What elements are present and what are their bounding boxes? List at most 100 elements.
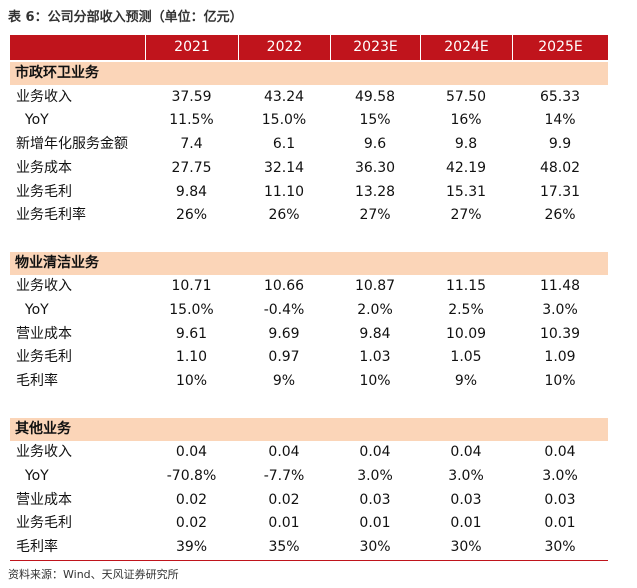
cell-value: 1.03 [359,349,391,366]
cell-value: 15.0% [261,112,307,129]
row-label: 营业成本 [16,325,72,342]
cell-value: 0.04 [544,444,576,461]
cell-value: 9.84 [175,183,208,200]
cell-value: 10.09 [445,325,487,342]
cell-value: 0.02 [175,515,208,532]
cell-value: 0.04 [175,444,208,461]
cell-value: 11.48 [539,278,581,295]
column-header: 2023E [330,35,420,60]
row-label: 业务成本 [16,159,72,176]
cell-value: 9.6 [363,136,387,153]
cell-value: 10% [544,373,576,390]
cell-value: 0.03 [359,491,391,508]
cell-value: 26% [175,207,208,224]
cell-value: 0.01 [450,515,482,532]
cell-value: 15.31 [445,183,487,200]
cell-value: 0.04 [359,444,391,461]
cell-value: 42.19 [445,159,487,176]
cell-value: 9.84 [359,325,391,342]
cell-value: 10% [359,373,391,390]
column-header: 2024E [420,35,512,60]
cell-value: 0.01 [268,515,300,532]
cell-value: 27.75 [171,159,212,176]
cell-value: 0.04 [450,444,482,461]
cell-value: 26% [268,207,300,224]
source-note: 资料来源：Wind、天风证券研究所 [8,568,179,581]
cell-value: 48.02 [539,159,581,176]
cell-value: 9.61 [175,325,208,342]
cell-value: 16% [450,112,482,129]
cell-value: 11.5% [169,112,214,129]
cell-value: 32.14 [263,159,305,176]
cell-value: 0.02 [175,491,208,508]
cell-value: 9% [454,373,478,390]
cell-value: 15% [359,112,391,129]
header-row: 2021 2022 2023E 2024E 2025E [10,35,608,60]
cell-value: 3.0% [448,467,484,484]
cell-value: 39% [175,539,208,555]
cell-value: 9.8 [454,136,478,153]
cell-value: 49.58 [354,88,396,105]
row-label: 业务毛利 [16,349,72,366]
cell-value: 7.4 [180,136,203,153]
cell-value: 57.50 [445,88,487,105]
cell-value: 0.97 [268,349,300,366]
cell-value: -70.8% [166,467,217,484]
cell-value: 30% [450,539,482,555]
cell-value: 11.15 [445,278,487,295]
section-header: 物业清洁业务 [10,251,608,275]
cell-value: 1.09 [544,349,576,366]
cell-value: 0.03 [450,491,482,508]
row-label: YoY [16,302,49,318]
row-label: YoY [16,467,49,484]
cell-value: -7.7% [263,467,305,484]
cell-value: 0.01 [359,515,391,532]
cell-value: 2.5% [448,302,484,318]
cell-value: 26% [544,207,576,224]
table-title: 表 6：公司分部收入预测（单位：亿元） [8,10,243,25]
cell-value: 3.0% [357,467,393,484]
cell-value: 11.10 [263,183,305,200]
cell-value: 10.66 [263,278,305,295]
cell-value: 35% [268,539,300,555]
section-header: 市政环卫业务 [10,62,608,85]
cell-value: 3.0% [542,467,578,484]
cell-value: 10.39 [539,325,581,342]
cell-value: 37.59 [171,88,212,105]
row-label: 业务收入 [16,444,72,461]
row-label: 新增年化服务金额 [16,136,128,153]
column-header: 2025E [512,35,608,60]
row-label: 业务毛利 [16,183,72,200]
cell-value: 9.9 [548,136,572,153]
row-label: YoY [16,112,49,129]
cell-value: 27% [450,207,482,224]
cell-value: 65.33 [539,88,581,105]
cell-value: 10.71 [171,278,212,295]
section-header: 其他业务 [10,417,608,441]
cell-value: 2.0% [357,302,393,318]
row-label: 业务毛利率 [16,207,86,224]
row-label: 毛利率 [16,373,58,390]
cell-value: -0.4% [263,302,305,318]
cell-value: 0.02 [268,491,300,508]
cell-value: 1.05 [450,349,482,366]
cell-value: 1.10 [175,349,208,366]
row-label: 业务收入 [16,278,72,295]
cell-value: 3.0% [542,302,578,318]
cell-value: 10.87 [354,278,396,295]
cell-value: 0.01 [544,515,576,532]
cell-value: 9.69 [268,325,300,342]
cell-value: 27% [359,207,391,224]
column-header: 2022 [238,35,330,60]
row-label: 毛利率 [16,539,58,555]
cell-value: 36.30 [354,159,396,176]
cell-value: 15.0% [169,302,214,318]
row-label: 营业成本 [16,491,72,508]
cell-value: 13.28 [354,183,396,200]
cell-value: 10% [175,373,208,390]
bottom-rule [10,560,608,561]
cell-value: 0.03 [544,491,576,508]
column-header: 2021 [145,35,238,60]
cell-value: 9% [272,373,296,390]
